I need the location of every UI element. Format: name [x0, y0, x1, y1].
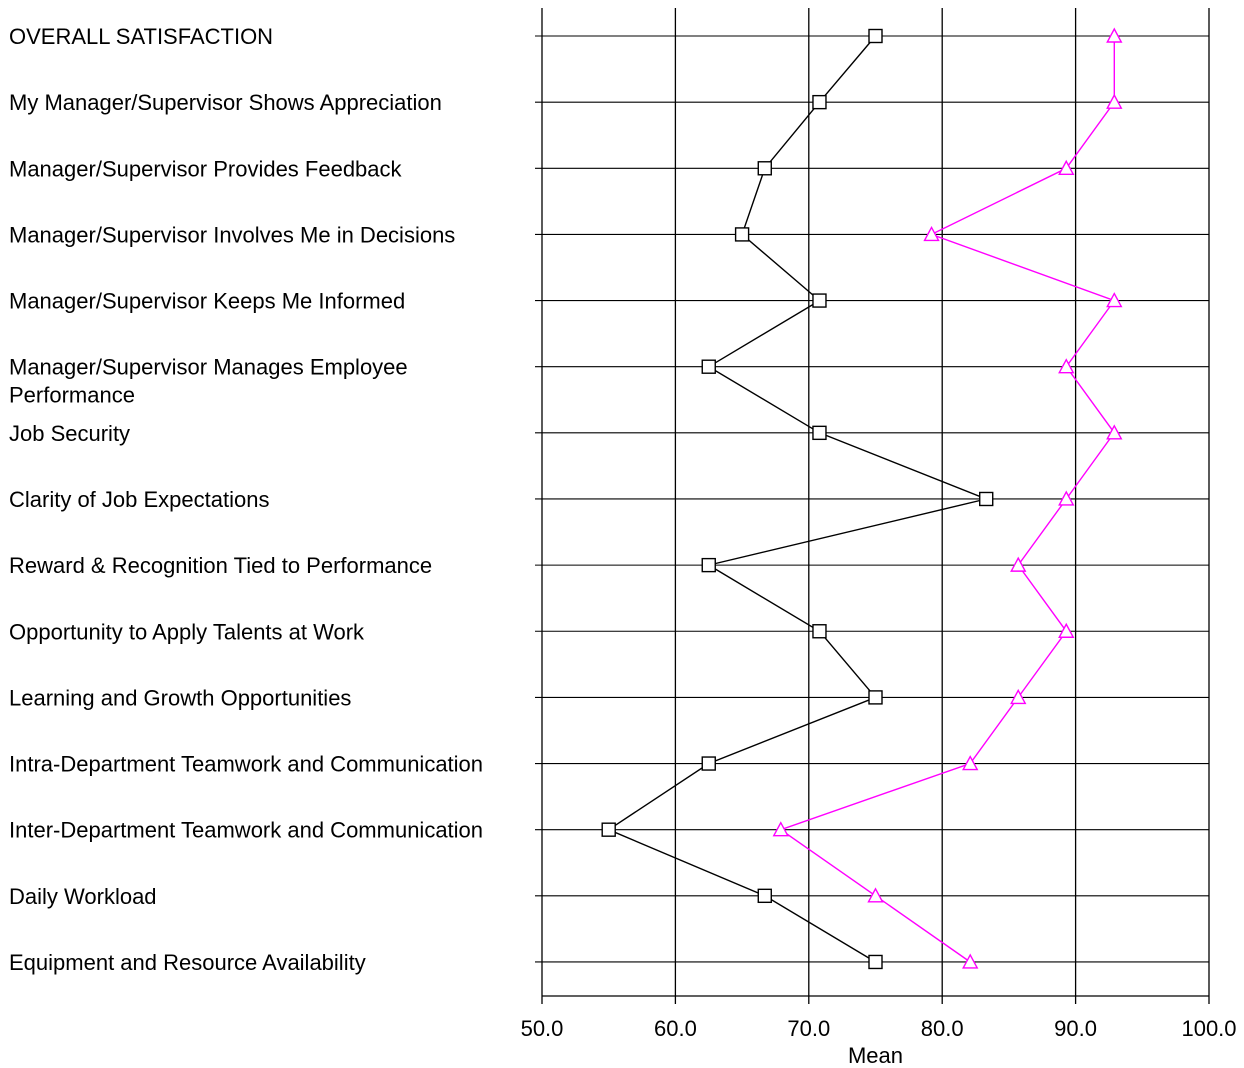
series-2-point	[1106, 292, 1123, 308]
series-2-point	[1106, 424, 1123, 440]
series-2-point	[1058, 358, 1075, 374]
category-label: Intra-Department Teamwork and Communicat…	[9, 752, 483, 777]
series-1-point	[979, 491, 994, 507]
series-2-point	[1106, 27, 1123, 43]
series-1-point	[601, 822, 616, 837]
x-tick-label: 90.0	[1054, 1016, 1097, 1041]
series-2-point	[962, 755, 979, 771]
category-label: OVERALL SATISFACTION	[9, 24, 273, 49]
series-2-point	[1058, 490, 1075, 506]
x-tick-label: 50.0	[521, 1016, 564, 1041]
category-label: Manager/Supervisor Involves Me in Decisi…	[9, 222, 455, 247]
x-tick-label: 80.0	[921, 1016, 964, 1041]
category-label: Job Security	[9, 421, 130, 446]
series-lines	[601, 27, 1123, 970]
category-label: Manager/Supervisor Manages Employee Perfo…	[9, 355, 408, 408]
series-1-point	[812, 425, 827, 441]
series-1-point	[701, 756, 716, 771]
category-label: Learning and Growth Opportunities	[9, 685, 351, 710]
series-1-point	[734, 227, 750, 242]
series-2-point	[1010, 556, 1027, 572]
series-1-point	[868, 954, 883, 970]
category-label: Daily Workload	[9, 884, 157, 909]
series-1-point	[812, 624, 827, 639]
series-2-point	[923, 225, 940, 242]
series-1-point	[701, 557, 716, 573]
category-label: My Manager/Supervisor Shows Appreciation	[9, 90, 442, 115]
series-1-point	[757, 161, 772, 176]
category-label: Equipment and Resource Availability	[9, 950, 366, 975]
grid-lines	[535, 8, 1210, 1004]
series-2-point	[962, 953, 979, 969]
category-labels: OVERALL SATISFACTION My Manager/Superviso…	[9, 24, 483, 975]
series-2-point	[772, 821, 789, 837]
x-tick-label: 70.0	[787, 1016, 830, 1041]
x-tick-label: 60.0	[654, 1016, 697, 1041]
series-2-point	[1058, 159, 1075, 175]
category-label: Clarity of Job Expectations	[9, 487, 269, 512]
series-1-point	[868, 690, 883, 705]
x-tick-label: 100.0	[1181, 1016, 1236, 1041]
series-1-point	[757, 888, 772, 904]
series-1-point	[868, 28, 883, 44]
series-2-point	[1010, 688, 1027, 705]
x-axis: 50.0 60.0 70.0 80.0 90.0 100.0 Mean	[521, 995, 1237, 1068]
series-2-point	[867, 887, 884, 903]
series-2-point	[1106, 93, 1123, 109]
category-label: Manager/Supervisor Keeps Me Informed	[9, 289, 405, 314]
x-axis-title: Mean	[848, 1043, 903, 1068]
category-label: Manager/Supervisor Provides Feedback	[9, 156, 403, 181]
category-label: Reward & Recognition Tied to Performance	[9, 553, 432, 578]
category-label: Inter-Department Teamwork and Communicat…	[9, 818, 483, 843]
series-1-point	[812, 293, 827, 308]
category-label: Opportunity to Apply Talents at Work	[9, 619, 365, 644]
series-1-point	[812, 94, 827, 110]
series-2-point	[1058, 622, 1075, 638]
series-1-point	[701, 359, 716, 374]
